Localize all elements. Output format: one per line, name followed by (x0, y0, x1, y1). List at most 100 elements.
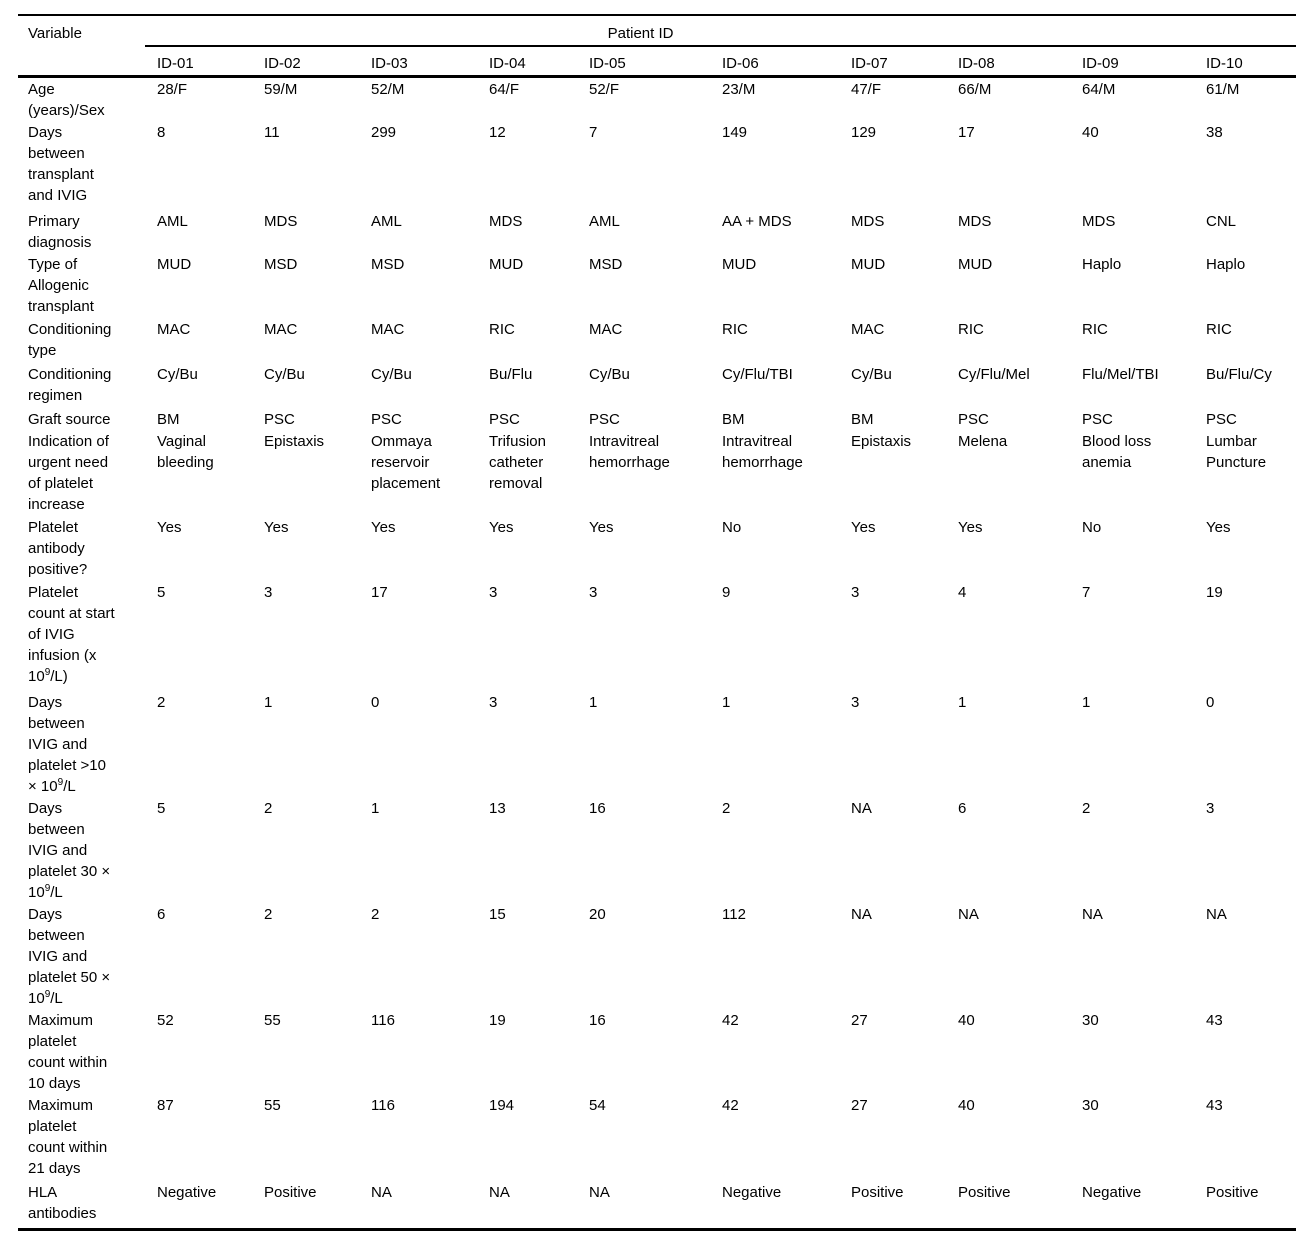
table-cell: 1 (1082, 693, 1091, 711)
table-cell: 42 (722, 1096, 739, 1114)
row-label-text: Maximum platelet count within 21 days (28, 1096, 108, 1177)
row-label-unit: /L (50, 989, 63, 1007)
table-cell: RIC (958, 320, 984, 338)
table-cell: 116 (371, 1011, 395, 1029)
table-cell: 55 (264, 1096, 281, 1114)
table-cell: NA (371, 1183, 392, 1201)
table-cell: 52 (157, 1011, 174, 1029)
table-cell: 40 (1082, 123, 1099, 141)
table-cell: MSD (371, 255, 405, 273)
table-row: Conditioning regimen Cy/Bu Cy/Bu Cy/Bu Bu/Fl… (18, 363, 1296, 408)
table-cell: Flu/Mel/TBI (1082, 365, 1159, 383)
row-label-text: Conditioning regimen (28, 365, 112, 404)
table-cell: 43 (1206, 1096, 1223, 1114)
table-cell: 16 (589, 1011, 606, 1029)
table-cell: 0 (1206, 693, 1215, 711)
table-cell: Negative (722, 1183, 782, 1201)
row-label-text: Days between IVIG and platelet 50 × 10 (28, 905, 111, 1007)
table-cell: PSC (1082, 410, 1113, 428)
table-cell: Yes (157, 518, 182, 536)
table-cell: 116 (371, 1096, 395, 1114)
table-cell: 1 (958, 693, 967, 711)
table-cell: PSC (264, 410, 295, 428)
table-cell: 5 (157, 583, 166, 601)
table-cell: 3 (851, 693, 860, 711)
table-row: HLA antibodies Negative Positive NA NA NA Nega… (18, 1181, 1296, 1230)
table-cell: Positive (264, 1183, 317, 1201)
table-cell: Cy/Bu (589, 365, 630, 383)
table-cell: 8 (157, 123, 166, 141)
table-cell: MAC (851, 320, 885, 338)
table-cell: MAC (589, 320, 623, 338)
table-row: Maximum platelet count within 10 days 52 5… (18, 1009, 1296, 1094)
column-header: ID-07 (839, 46, 946, 78)
superscript: 9 (44, 988, 51, 1000)
table-cell: 55 (264, 1011, 281, 1029)
table-cell: Intravitreal hemorrhage (589, 432, 670, 471)
superscript: 9 (44, 882, 51, 894)
table-cell: 1 (371, 799, 380, 817)
table-cell: 40 (958, 1011, 975, 1029)
table-cell: Yes (1206, 518, 1231, 536)
table-cell: 2 (264, 799, 273, 817)
row-label: Age (years)/Sex (18, 76, 145, 121)
table-cell: Positive (1206, 1183, 1259, 1201)
table-cell: 64/F (489, 80, 520, 98)
table-cell: NA (1082, 905, 1103, 923)
table-cell: 7 (589, 123, 598, 141)
table-cell: 27 (851, 1096, 868, 1114)
row-label-unit: /L) (50, 667, 68, 685)
row-label: Indication of urgent need of platelet in… (18, 430, 145, 516)
table-cell: Trifusion catheter removal (489, 432, 546, 492)
superscript: 9 (57, 776, 64, 788)
table-cell: AA + MDS (722, 212, 792, 230)
table-cell: Haplo (1082, 255, 1122, 273)
row-label-unit: /L (63, 777, 76, 795)
group-header-row: Variable Patient ID (18, 15, 1297, 78)
table-row: Indication of urgent need of platelet in… (18, 430, 1296, 516)
table-cell: Yes (264, 518, 289, 536)
table-cell: Negative (157, 1183, 217, 1201)
table-cell: 6 (958, 799, 967, 817)
table-cell: NA (851, 799, 872, 817)
row-label-text: Maximum platelet count within 10 days (28, 1011, 108, 1092)
table-cell: Bu/Flu (489, 365, 533, 383)
table-cell: 6 (157, 905, 166, 923)
row-label: Graft source (18, 408, 145, 430)
table-cell: Blood loss anemia (1082, 432, 1152, 471)
column-header: ID-03 (359, 46, 477, 78)
table-row: Days between IVIG and platelet 50 × 109/… (18, 903, 1296, 1009)
table-cell: PSC (489, 410, 520, 428)
table-cell: Lumbar Puncture (1206, 432, 1267, 471)
table-cell: BM (851, 410, 874, 428)
table-cell: RIC (722, 320, 748, 338)
column-header: ID-02 (252, 46, 359, 78)
table-cell: 66/M (958, 80, 992, 98)
table-cell: Epistaxis (264, 432, 325, 450)
table-cell: Yes (371, 518, 396, 536)
table-cell: 30 (1082, 1011, 1099, 1029)
table-cell: Haplo (1206, 255, 1246, 273)
row-label: Platelet count at start of IVIG infusion… (18, 581, 145, 691)
table-cell: BM (722, 410, 745, 428)
patient-characteristics-table: Variable Patient ID ID-01 ID-02 ID-03 ID-04… (18, 14, 1297, 1231)
table-cell: Bu/Flu/Cy (1206, 365, 1272, 383)
table-cell: 64/M (1082, 80, 1116, 98)
table-cell: 52/M (371, 80, 405, 98)
row-label-text: Days between IVIG and platelet 30 × 10 (28, 799, 111, 901)
table-cell: 30 (1082, 1096, 1099, 1114)
table-cell: NA (489, 1183, 510, 1201)
table-row: Days between IVIG and platelet >10 × 109… (18, 691, 1296, 797)
table-cell: 3 (264, 583, 273, 601)
table-cell: Melena (958, 432, 1008, 450)
table-cell: MUD (851, 255, 886, 273)
superscript: 9 (44, 666, 51, 678)
table-cell: 2 (157, 693, 166, 711)
table-cell: MDS (264, 212, 298, 230)
table-cell: NA (589, 1183, 610, 1201)
table-cell: BM (157, 410, 180, 428)
table-cell: 9 (722, 583, 731, 601)
table-cell: 16 (589, 799, 606, 817)
table-cell: 27 (851, 1011, 868, 1029)
table-cell: Ommaya reservoir placement (371, 432, 441, 492)
